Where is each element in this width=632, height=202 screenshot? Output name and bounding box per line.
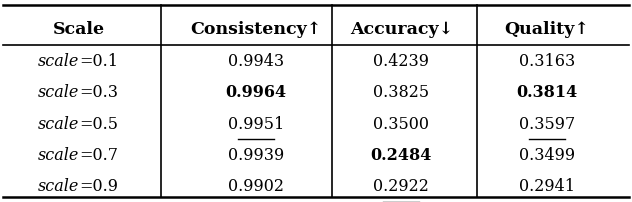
Text: 0.3500: 0.3500: [374, 116, 429, 133]
Text: =0.5: =0.5: [79, 116, 118, 133]
Text: 0.2941: 0.2941: [519, 178, 574, 195]
Text: Accuracy↓: Accuracy↓: [349, 21, 453, 38]
Text: Consistency↑: Consistency↑: [190, 21, 322, 38]
Text: scale: scale: [38, 178, 79, 195]
Text: 0.2922: 0.2922: [374, 178, 429, 195]
Text: 0.9943: 0.9943: [228, 53, 284, 70]
Text: 0.9951: 0.9951: [228, 116, 284, 133]
Text: =0.1: =0.1: [79, 53, 118, 70]
Text: scale: scale: [38, 116, 79, 133]
Text: Quality↑: Quality↑: [504, 21, 589, 38]
Text: =0.3: =0.3: [79, 84, 118, 101]
Text: 0.3499: 0.3499: [519, 147, 574, 164]
Text: =0.9: =0.9: [79, 178, 118, 195]
Text: scale: scale: [38, 84, 79, 101]
Text: 0.9902: 0.9902: [228, 178, 284, 195]
Text: 0.4239: 0.4239: [374, 53, 429, 70]
Text: scale: scale: [38, 147, 79, 164]
Text: Scale: Scale: [53, 21, 105, 38]
Text: 0.3825: 0.3825: [374, 84, 429, 101]
Text: =0.7: =0.7: [79, 147, 118, 164]
Text: scale: scale: [38, 53, 79, 70]
Text: 0.3597: 0.3597: [518, 116, 575, 133]
Text: 0.2484: 0.2484: [370, 147, 432, 164]
Text: 0.3814: 0.3814: [516, 84, 577, 101]
Text: 0.9964: 0.9964: [226, 84, 286, 101]
Text: 0.9939: 0.9939: [228, 147, 284, 164]
Text: 0.3163: 0.3163: [518, 53, 575, 70]
